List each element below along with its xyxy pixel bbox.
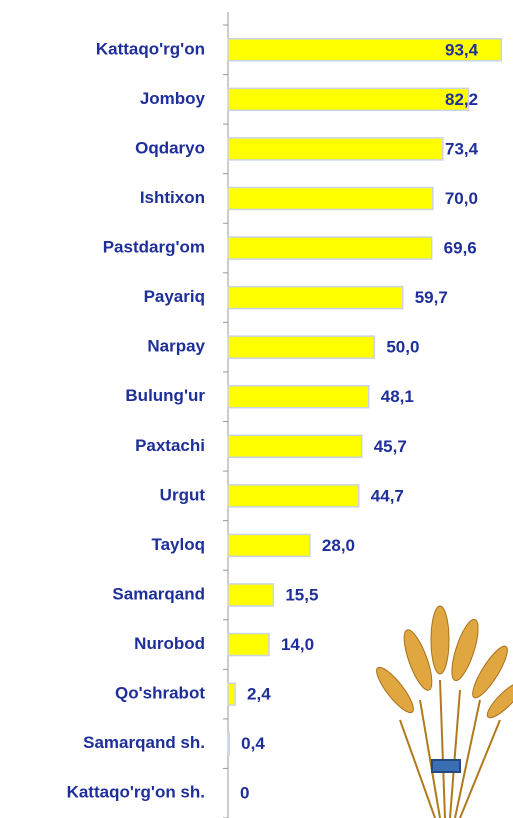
category-label: Nurobod [134, 634, 205, 653]
category-label: Bulung'ur [125, 386, 205, 405]
category-label: Kattaqo'rg'on sh. [67, 783, 205, 802]
value-label: 2,4 [247, 685, 271, 704]
value-label: 69,6 [444, 239, 477, 258]
bar [227, 384, 370, 409]
bar [227, 632, 270, 657]
value-label: 0 [240, 784, 249, 803]
category-label: Samarqand sh. [83, 733, 205, 752]
value-label: 28,0 [322, 536, 355, 555]
bar [227, 533, 311, 558]
bar [227, 236, 433, 260]
value-label: 45,7 [374, 437, 407, 456]
value-label: 73,4 [445, 139, 479, 158]
bar [227, 335, 376, 359]
bar [227, 484, 360, 508]
bar [227, 38, 503, 62]
value-label: 15,5 [285, 585, 318, 604]
bar [227, 682, 236, 706]
category-label: Pastdarg'om [103, 238, 205, 257]
value-label: 82,2 [445, 90, 478, 109]
bar [227, 285, 404, 310]
category-label: Urgut [160, 485, 206, 504]
value-label: 14,0 [281, 635, 314, 654]
category-label: Paxtachi [135, 436, 205, 455]
value-label: 50,0 [386, 338, 419, 357]
value-label: 93,4 [445, 40, 479, 59]
category-label: Jomboy [140, 89, 206, 108]
category-label: Ishtixon [140, 188, 205, 207]
bar [227, 87, 470, 112]
value-label: 59,7 [415, 288, 448, 307]
bar [227, 434, 363, 459]
bar [227, 583, 275, 607]
category-label: Kattaqo'rg'on [96, 39, 205, 58]
category-label: Narpay [147, 337, 205, 356]
category-label: Qo'shrabot [115, 684, 205, 703]
category-label: Samarqand [112, 584, 205, 603]
bar [227, 137, 444, 161]
value-label: 48,1 [381, 387, 414, 406]
value-label: 44,7 [371, 486, 404, 505]
value-label: 70,0 [445, 189, 478, 208]
wheat-illustration [376, 605, 513, 818]
category-label: Tayloq [151, 535, 205, 554]
category-label: Oqdaryo [135, 138, 205, 157]
bar [227, 731, 230, 756]
bar [227, 186, 434, 211]
value-label: 0,4 [241, 734, 265, 753]
category-label: Payariq [144, 287, 205, 306]
